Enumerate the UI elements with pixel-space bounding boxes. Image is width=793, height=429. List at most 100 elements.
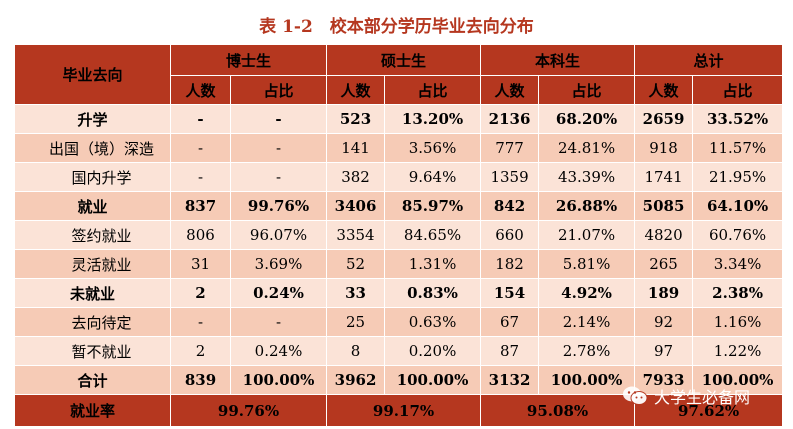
ratio-cell: 96.07%: [229, 220, 328, 250]
table-title: 表 1-2 校本部分学历毕业去向分布: [259, 17, 534, 37]
count-cell: 3406: [326, 191, 386, 221]
count-header: 人数: [326, 75, 386, 105]
ratio-cell: 100.00%: [538, 365, 636, 395]
count-cell: 918: [634, 133, 694, 163]
count-header: 人数: [634, 75, 694, 105]
ratio-cell: -: [229, 133, 328, 163]
count-cell: 92: [634, 307, 694, 337]
ratio-cell: 5.81%: [538, 249, 636, 279]
count-cell: 141: [326, 133, 386, 163]
ratio-cell: 0.24%: [229, 278, 328, 308]
count-cell: 25: [326, 307, 386, 337]
ratio-cell: 21.95%: [692, 162, 784, 192]
count-cell: 523: [326, 104, 386, 134]
table-row: 暂不就业 2 0.24% 8 0.20% 87 2.78% 97 1.22%: [14, 336, 784, 366]
table-row: 国内升学 - -382 9.64% 1359 43.39% 1741 21.95%: [14, 162, 784, 192]
wechat-icon: [623, 386, 648, 405]
ratio-cell: 3.69%: [229, 249, 328, 279]
count-cell: -: [170, 307, 231, 337]
row-label: 签约就业: [14, 220, 171, 250]
ratio-cell: 4.92%: [538, 278, 636, 308]
group-header-master: 硕士生: [326, 44, 482, 76]
count-cell: -: [170, 133, 231, 163]
ratio-cell: -: [229, 307, 328, 337]
count-cell: 33: [326, 278, 386, 308]
employment-rate-total: 97.62%: [634, 394, 784, 427]
count-cell: 265: [634, 249, 694, 279]
ratio-cell: -: [229, 162, 328, 192]
count-cell: 154: [480, 278, 540, 308]
ratio-cell: 85.97%: [384, 191, 482, 221]
ratio-cell: 2.78%: [538, 336, 636, 366]
row-label: 未就业: [14, 278, 171, 308]
count-cell: -: [170, 162, 231, 192]
table-row: 签约就业 806 96.07% 3354 84.65% 660 21.07% 4820 60.7…: [14, 220, 784, 250]
count-cell: 97: [634, 336, 694, 366]
employment-rate-phd: 99.76%: [169, 394, 328, 427]
count-cell: 182: [480, 249, 540, 279]
table-row: 去向待定 - -25 0.63% 67 2.14% 92 1.16%: [14, 307, 784, 337]
count-cell: 660: [480, 220, 540, 250]
ratio-cell: 100.00%: [692, 365, 784, 395]
ratio-cell: 100.00%: [229, 365, 328, 395]
row-label: 暂不就业: [14, 336, 171, 366]
ratio-cell: 2.14%: [538, 307, 636, 337]
ratio-cell: 11.57%: [692, 133, 784, 163]
table-row: 灵活就业 31 3.69% 52 1.31% 182 5.81% 265 3.34%: [14, 249, 784, 279]
graduation-destination-table: 毕业去向 博士生 硕士生 本科生 总计 人数 占比 人数 占比 人数 占比 人数…: [14, 44, 784, 427]
count-cell: 52: [326, 249, 386, 279]
row-label: 升学: [14, 104, 171, 134]
count-cell: 842: [480, 191, 540, 221]
ratio-cell: 99.76%: [229, 191, 328, 221]
ratio-header: 占比: [384, 75, 482, 105]
count-cell: 4820: [634, 220, 694, 250]
employment-rate-label: 就业率: [14, 394, 171, 427]
group-header-phd: 博士生: [169, 44, 328, 76]
count-cell: 1741: [634, 162, 694, 192]
group-header-bachelor: 本科生: [480, 44, 636, 76]
ratio-header: 占比: [692, 75, 784, 105]
table-row: 出国（境）深造 - -141 3.56% 777 24.81% 918 11.57%: [14, 133, 784, 163]
count-cell: 2: [170, 278, 231, 308]
count-cell: 5085: [634, 191, 694, 221]
ratio-header: 占比: [538, 75, 636, 105]
ratio-cell: 68.20%: [538, 104, 636, 134]
count-cell: -: [170, 104, 231, 134]
ratio-cell: 3.34%: [692, 249, 784, 279]
count-cell: 2659: [634, 104, 694, 134]
ratio-cell: 9.64%: [384, 162, 482, 192]
count-cell: 1359: [480, 162, 540, 192]
ratio-cell: 0.24%: [229, 336, 328, 366]
ratio-cell: 60.76%: [692, 220, 784, 250]
count-cell: 2: [170, 336, 231, 366]
count-cell: 87: [480, 336, 540, 366]
count-cell: 31: [170, 249, 231, 279]
count-cell: 189: [634, 278, 694, 308]
count-cell: 837: [170, 191, 231, 221]
employment-rate-master: 99.17%: [326, 394, 482, 427]
ratio-cell: 0.63%: [384, 307, 482, 337]
count-cell: 382: [326, 162, 386, 192]
row-label: 灵活就业: [14, 249, 171, 279]
ratio-cell: 26.88%: [538, 191, 636, 221]
ratio-cell: 43.39%: [538, 162, 636, 192]
row-label: 出国（境）深造: [14, 133, 171, 163]
row-label: 合计: [14, 365, 171, 395]
group-header-total: 总计: [634, 44, 784, 76]
count-cell: 3354: [326, 220, 386, 250]
ratio-cell: 13.20%: [384, 104, 482, 134]
ratio-cell: -: [229, 104, 328, 134]
count-cell: 806: [170, 220, 231, 250]
count-cell: 2136: [480, 104, 540, 134]
count-cell: 3132: [480, 365, 540, 395]
ratio-cell: 1.16%: [692, 307, 784, 337]
ratio-header: 占比: [229, 75, 328, 105]
count-cell: 839: [170, 365, 231, 395]
ratio-cell: 1.22%: [692, 336, 784, 366]
ratio-cell: 2.38%: [692, 278, 784, 308]
row-label: 国内升学: [14, 162, 171, 192]
ratio-cell: 1.31%: [384, 249, 482, 279]
table-row: 升学 - -523 13.20% 2136 68.20% 2659 33.52%: [14, 104, 784, 134]
row-label-header: 毕业去向: [14, 44, 171, 105]
count-cell: 8: [326, 336, 386, 366]
